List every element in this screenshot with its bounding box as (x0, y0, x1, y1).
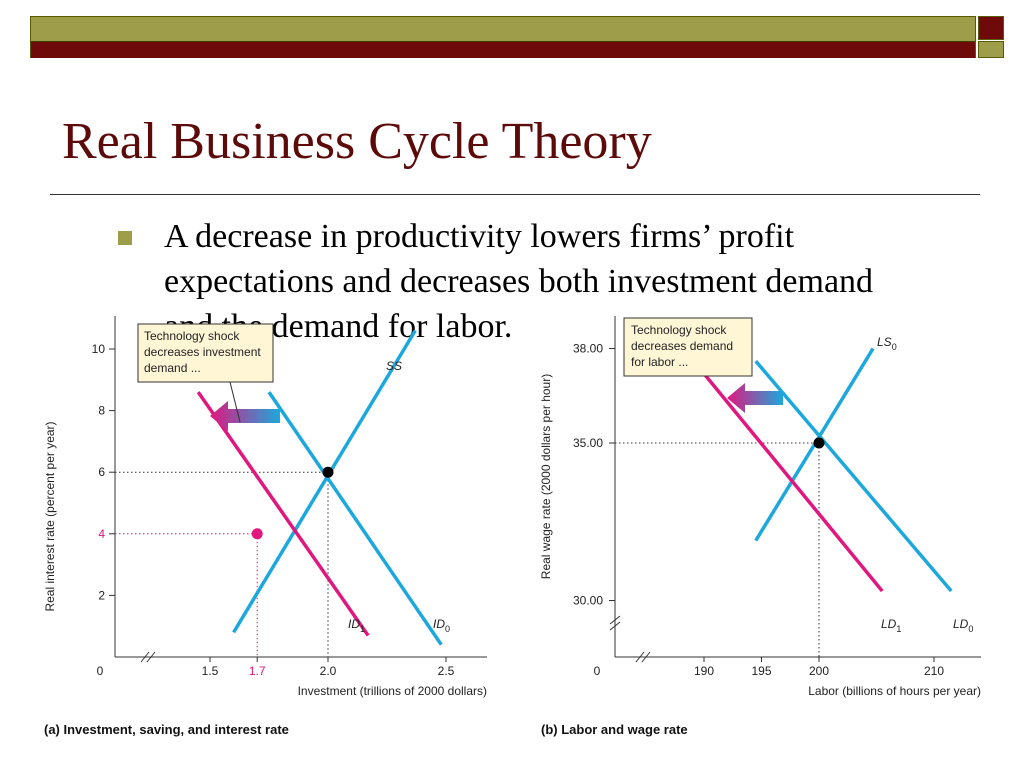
y-tick-label-b-2: 38.00 (573, 342, 603, 356)
curve-LD0 (754, 359, 953, 593)
title-divider (50, 194, 980, 195)
shift-arrow-b (727, 383, 783, 413)
annotation-pointer-a (229, 381, 241, 423)
x-tick-label-b-2: 200 (809, 664, 829, 678)
bullet-text: A decrease in productivity lowers firms’… (164, 218, 874, 345)
y-axis-label-b: Real wage rate (2000 dollars per hour) (539, 374, 553, 579)
y-tick-label-b-1: 35.00 (573, 436, 603, 450)
bullet-marker (118, 231, 132, 245)
curve-label-ID1: ID1 (348, 617, 365, 634)
chart-a-svg: 0 2 4 6 8 10 1.5 1.7 2.0 2.5 Investment (trillions… (43, 316, 487, 737)
y-tick-label-b-0: 30.00 (573, 594, 603, 608)
y-tick-label-a-4: 10 (92, 342, 106, 356)
y-tick-label-a-1: 4 (98, 527, 105, 541)
y-tick-label-a-0: 2 (98, 588, 105, 602)
chart-panel-b: 0 30.00 35.00 38.00 190 195 200 210 Labor (billi… (505, 300, 1010, 752)
curve-label-LD0: LD0 (953, 617, 973, 634)
annotation-line-b-2: for labor ... (631, 355, 688, 369)
curve-label-LD1: LD1 (881, 617, 901, 634)
top-bar-olive-stripe (31, 17, 975, 42)
equilibrium-point-b-0 (813, 437, 825, 449)
chart-caption-a: (a) Investment, saving, and interest rat… (44, 722, 289, 737)
y-axis-label-a: Real interest rate (percent per year) (43, 421, 57, 611)
x-axis-break-b-2 (641, 651, 651, 663)
chart-caption-b: (b) Labor and wage rate (541, 722, 688, 737)
annotation-box-a (137, 323, 274, 383)
curve-label-LS0: LS0 (877, 335, 897, 352)
annotation-box-b (623, 317, 753, 377)
equilibrium-point-a-0 (322, 466, 334, 478)
curve-LD1 (702, 372, 884, 593)
annotation-line-b-1: decreases demand (631, 339, 733, 353)
x-tick-label-a-2: 2.0 (320, 664, 337, 678)
curve-ID0 (267, 391, 443, 646)
annotation-line-a-2: demand ... (144, 361, 201, 375)
annotation-line-b-0: Technology shock (631, 323, 727, 337)
x-tick-label-a-3: 2.5 (438, 664, 455, 678)
x-axis-break-b-1 (635, 651, 645, 663)
corner-box-maroon (978, 16, 1004, 40)
corner-box-olive (978, 41, 1004, 58)
curve-label-ID0: ID0 (433, 617, 450, 634)
chart-panel-a: 0 2 4 6 8 10 1.5 1.7 2.0 2.5 Investment (trillions… (0, 300, 505, 752)
y-axis-break-b-1 (609, 615, 621, 625)
x-tick-label-a-0: 1.5 (202, 664, 219, 678)
equilibrium-point-a-1 (251, 528, 263, 540)
x-axis-break-a-1 (140, 651, 150, 663)
x-axis-label-a: Investment (trillions of 2000 dollars) (298, 684, 487, 698)
top-bar-maroon-stripe (31, 42, 975, 58)
x-tick-label-a-1: 1.7 (249, 664, 266, 678)
shift-arrow-a (210, 401, 280, 431)
slide-top-bar (30, 16, 976, 58)
x-tick-label-b-0: 190 (694, 664, 714, 678)
y-axis-break-b-2 (609, 621, 621, 631)
x-tick-label-b-1: 195 (751, 664, 771, 678)
slide-title: Real Business Cycle Theory (62, 113, 652, 170)
curve-SS (232, 329, 417, 634)
annotation-line-a-1: decreases investment (144, 345, 261, 359)
y-tick-label-a-2: 6 (98, 465, 105, 479)
curve-label-SS: SS (386, 359, 402, 373)
origin-label-b: 0 (594, 664, 601, 678)
origin-label-a: 0 (97, 664, 104, 678)
x-tick-label-b-3: 210 (924, 664, 944, 678)
annotation-line-a-0: Technology shock (144, 329, 240, 343)
chart-b-svg: 0 30.00 35.00 38.00 190 195 200 210 Labor (billi… (539, 316, 981, 737)
y-tick-label-a-3: 8 (98, 404, 105, 418)
x-axis-break-a-2 (146, 651, 156, 663)
curve-ID1 (196, 391, 370, 637)
x-axis-label-b: Labor (billions of hours per year) (808, 684, 981, 698)
